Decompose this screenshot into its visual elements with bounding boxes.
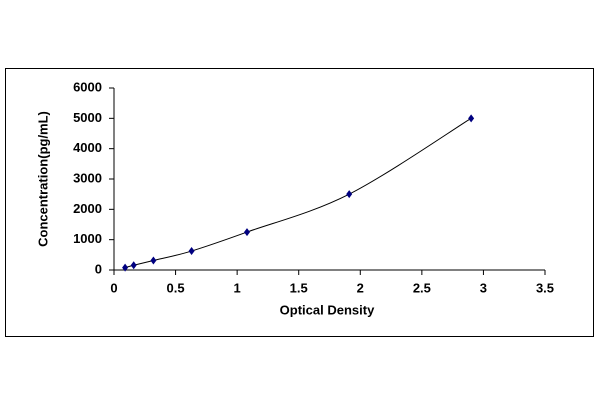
x-tick-label: 3.5 <box>536 280 554 295</box>
x-tick-label: 2.5 <box>413 280 431 295</box>
x-tick-label: 1 <box>234 280 241 295</box>
data-point <box>188 247 195 256</box>
data-point <box>122 263 129 272</box>
y-tick-label: 2000 <box>73 201 102 216</box>
x-tick-label: 3 <box>480 280 487 295</box>
x-tick-label: 0.5 <box>167 280 185 295</box>
y-tick-label: 4000 <box>73 140 102 155</box>
data-point <box>468 114 475 123</box>
y-tick-label: 3000 <box>73 170 102 185</box>
data-point <box>346 190 353 199</box>
chart-frame <box>5 68 594 337</box>
y-tick-label: 0 <box>95 261 102 276</box>
x-tick-label: 1.5 <box>290 280 308 295</box>
data-point <box>130 261 137 270</box>
y-tick-label: 1000 <box>73 231 102 246</box>
data-point <box>150 256 157 265</box>
x-tick-label: 0 <box>110 280 117 295</box>
x-tick-label: 2 <box>357 280 364 295</box>
y-axis-title: Concentration(pg/mL) <box>35 111 50 247</box>
x-axis-title: Optical Density <box>280 302 375 317</box>
data-point <box>243 228 250 237</box>
y-tick-label: 6000 <box>73 79 102 94</box>
y-tick-label: 5000 <box>73 110 102 125</box>
